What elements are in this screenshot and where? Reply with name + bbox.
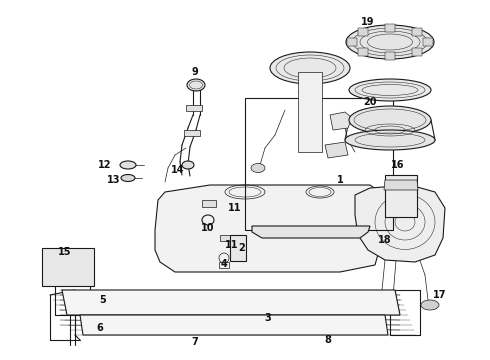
Polygon shape bbox=[62, 290, 400, 315]
Text: 10: 10 bbox=[201, 223, 215, 233]
Bar bbox=[220, 235, 232, 241]
Text: 17: 17 bbox=[433, 290, 447, 300]
Text: 12: 12 bbox=[98, 160, 112, 170]
Bar bbox=[186, 105, 202, 111]
Text: 2: 2 bbox=[239, 243, 245, 253]
Text: 4: 4 bbox=[220, 259, 227, 269]
Bar bbox=[219, 262, 229, 268]
Bar bbox=[184, 130, 200, 136]
Polygon shape bbox=[325, 142, 348, 158]
Ellipse shape bbox=[121, 175, 135, 181]
Bar bbox=[298, 72, 322, 152]
Ellipse shape bbox=[187, 79, 205, 91]
Bar bbox=[230, 235, 246, 261]
Polygon shape bbox=[80, 315, 388, 335]
Bar bbox=[358, 48, 368, 56]
Text: 19: 19 bbox=[361, 17, 375, 27]
Polygon shape bbox=[252, 226, 370, 238]
Bar bbox=[423, 38, 433, 46]
Text: 11: 11 bbox=[228, 203, 242, 213]
Text: 16: 16 bbox=[391, 160, 405, 170]
Ellipse shape bbox=[421, 300, 439, 310]
Text: 3: 3 bbox=[265, 313, 271, 323]
Ellipse shape bbox=[251, 163, 265, 172]
Text: 6: 6 bbox=[97, 323, 103, 333]
Polygon shape bbox=[384, 180, 418, 190]
Text: 20: 20 bbox=[363, 97, 377, 107]
Bar bbox=[385, 24, 395, 32]
Bar bbox=[347, 38, 357, 46]
Bar bbox=[245, 98, 393, 230]
Ellipse shape bbox=[182, 161, 194, 169]
Text: 1: 1 bbox=[337, 175, 343, 185]
Bar bbox=[385, 175, 417, 217]
Bar bbox=[202, 200, 216, 207]
Ellipse shape bbox=[346, 25, 434, 59]
Ellipse shape bbox=[345, 130, 435, 150]
Text: 7: 7 bbox=[192, 337, 198, 347]
Text: 15: 15 bbox=[58, 247, 72, 257]
Polygon shape bbox=[355, 185, 445, 262]
Text: 9: 9 bbox=[192, 67, 198, 77]
Text: 8: 8 bbox=[324, 335, 331, 345]
Text: 14: 14 bbox=[171, 165, 185, 175]
Text: 11: 11 bbox=[225, 240, 239, 250]
Polygon shape bbox=[155, 185, 385, 272]
Text: 13: 13 bbox=[107, 175, 121, 185]
Ellipse shape bbox=[349, 106, 431, 134]
Text: 18: 18 bbox=[378, 235, 392, 245]
Polygon shape bbox=[330, 112, 352, 130]
Bar bbox=[385, 52, 395, 60]
Bar bbox=[358, 28, 368, 36]
Bar bbox=[42, 248, 94, 286]
Bar bbox=[412, 48, 422, 56]
Ellipse shape bbox=[349, 79, 431, 101]
Text: 5: 5 bbox=[99, 295, 106, 305]
Ellipse shape bbox=[120, 161, 136, 169]
Ellipse shape bbox=[270, 52, 350, 84]
Bar bbox=[412, 28, 422, 36]
